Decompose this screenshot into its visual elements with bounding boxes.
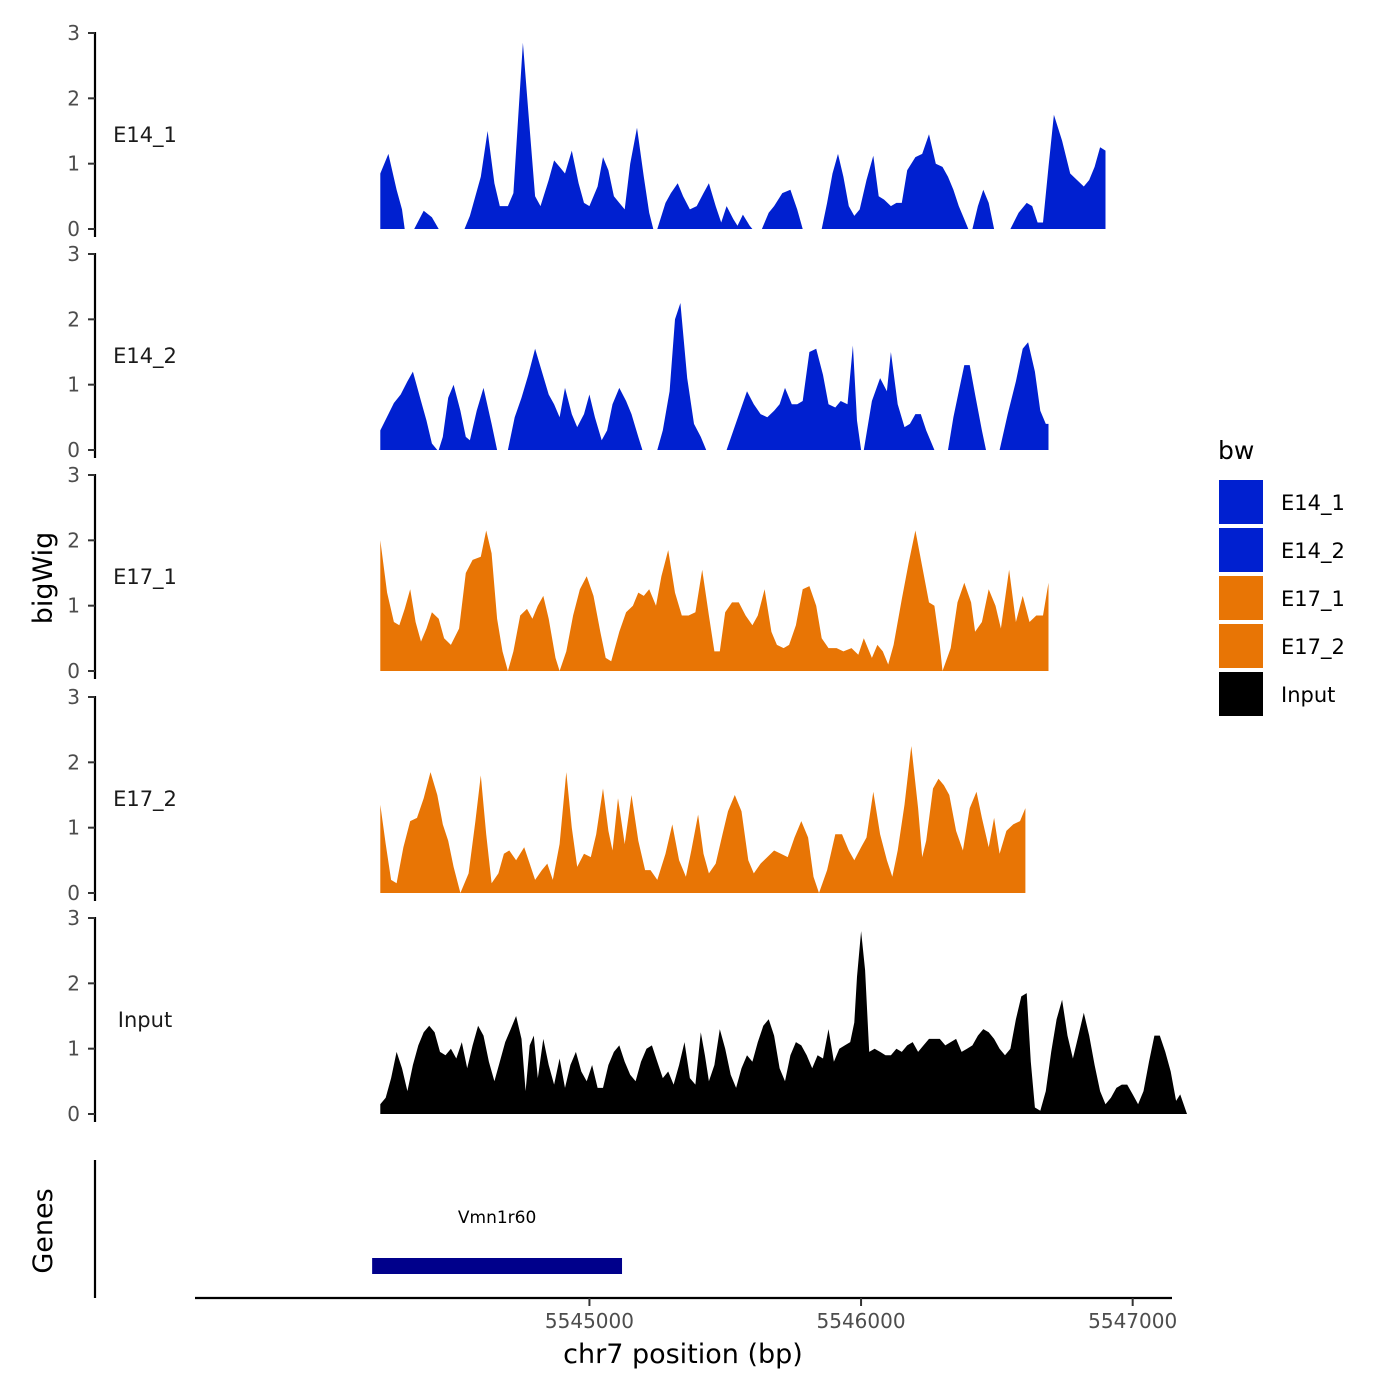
track-label: Input [118,1008,172,1032]
gene-Vmn1r60: Vmn1r60 [372,1208,623,1274]
genes-layer: Vmn1r60 [93,1160,623,1298]
track-label: E14_1 [113,123,177,148]
y-tick-label: 3 [67,685,80,709]
legend-swatch [1219,672,1263,716]
y-tick-label: 0 [67,659,80,683]
signal-area-E14_1 [380,42,1106,229]
signal-area-E14_2 [380,303,1049,450]
legend-label: E14_2 [1281,539,1345,564]
legend-swatch [1219,528,1263,572]
y-tick-label: 3 [67,463,80,487]
y-tick-label: 2 [67,750,80,774]
y-tick-label: 0 [67,881,80,905]
track-Input: 0 1 2 3 Input [67,906,1187,1126]
x-tick-label: 5547000 [1088,1309,1177,1333]
legend-item-E14_1: E14_1 [1219,480,1345,524]
y-tick-label: 2 [67,971,80,995]
legend-item-E17_2: E17_2 [1219,624,1345,668]
genes-axis-title: Genes [28,1188,59,1273]
x-tick-label: 5545000 [545,1309,634,1333]
y-tick-label: 3 [67,21,80,45]
legend-swatch [1219,480,1263,524]
y-tick-label: 2 [67,86,80,110]
track-E14_2: 0 1 2 3 E14_2 [67,242,1049,462]
legend-item-E14_2: E14_2 [1219,528,1345,572]
gene-body [372,1258,623,1274]
track-E14_1: 0 1 2 3 E14_1 [67,21,1106,241]
signal-area-E17_2 [380,746,1026,893]
y-tick-label: 2 [67,307,80,331]
y-tick-label: 0 [67,217,80,241]
track-label: E17_2 [113,787,177,812]
y-tick-label: 3 [67,242,80,266]
y-tick-label: 2 [67,528,80,552]
legend-label: Input [1281,683,1335,707]
y-tick-label: 1 [67,594,80,618]
y-tick-label: 1 [67,816,80,840]
y-tick-label: 1 [67,373,80,397]
signal-area-Input [380,931,1187,1114]
legend-item-Input: Input [1219,672,1335,716]
legend-swatch [1219,576,1263,620]
y-tick-label: 1 [67,152,80,176]
y-tick-label: 3 [67,906,80,930]
legend-label: E14_1 [1281,491,1345,516]
legend-item-E17_1: E17_1 [1219,576,1345,620]
legend: bw E14_1 E14_2 E17_1 E17_2 Input [1218,436,1345,716]
track-E17_2: 0 1 2 3 E17_2 [67,685,1026,905]
tracks-layer: 0 1 2 3 E14_1 0 1 2 3 E14_2 0 1 2 3 E17_1 0 1 2 3 E17_2 0 1 2 3… [67,21,1187,1126]
track-label: E14_2 [113,344,177,369]
legend-label: E17_1 [1281,587,1345,612]
y-tick-label: 0 [67,438,80,462]
y-tick-label: 0 [67,1102,80,1126]
legend-swatch [1219,624,1263,668]
track-E17_1: 0 1 2 3 E17_1 [67,463,1049,683]
x-axis-title: chr7 position (bp) [563,1339,803,1370]
x-axis: 5545000 5546000 5547000 [195,1296,1177,1333]
gene-label: Vmn1r60 [458,1208,536,1228]
signal-area-E17_1 [380,530,1049,671]
legend-label: E17_2 [1281,635,1345,660]
y-tick-label: 1 [67,1037,80,1061]
y-axis-title: bigWig [28,532,59,625]
legend-title: bw [1218,436,1254,465]
x-tick-label: 5546000 [817,1309,906,1333]
track-label: E17_1 [113,565,177,590]
